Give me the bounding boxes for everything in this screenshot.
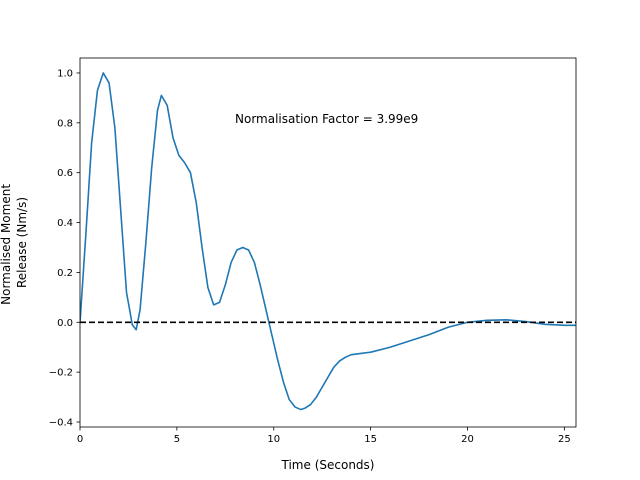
x-tick-label: 25 — [558, 434, 571, 445]
axes-frame — [79, 57, 577, 428]
plot-area — [80, 72, 576, 411]
y-tick-label: 0.6 — [57, 168, 73, 179]
x-tick-label: 15 — [364, 434, 377, 445]
x-tick-label: 0 — [77, 434, 83, 445]
y-tick-label: 0.0 — [57, 318, 73, 329]
y-tick-label: 0.8 — [57, 118, 73, 129]
y-tick-label: 0.2 — [57, 268, 73, 279]
y-axis-label-line-1: Normalised Moment — [0, 184, 13, 305]
x-tick-label: 5 — [174, 434, 180, 445]
x-tick-label: 20 — [461, 434, 474, 445]
x-axis-label: Time (Seconds) — [281, 458, 375, 472]
y-axis-label: Normalised Moment Release (Nm/s) — [0, 180, 29, 305]
y-axis-label-line-2: Release (Nm/s) — [15, 197, 29, 288]
x-tick-label: 10 — [267, 434, 280, 445]
y-tick-label: −0.4 — [49, 418, 73, 429]
y-tick-label: −0.2 — [49, 368, 73, 379]
y-tick-label: 0.4 — [57, 218, 73, 229]
y-axis: 1.0 0.8 0.6 0.4 0.2 0.0 −0.2 −0.4 — [49, 68, 80, 429]
series-line-0 — [80, 72, 576, 411]
normalisation-factor-annotation: Normalisation Factor = 3.99e9 — [235, 112, 418, 126]
y-tick-label: 1.0 — [57, 68, 73, 79]
x-axis: 0 5 10 15 20 25 — [77, 427, 571, 445]
